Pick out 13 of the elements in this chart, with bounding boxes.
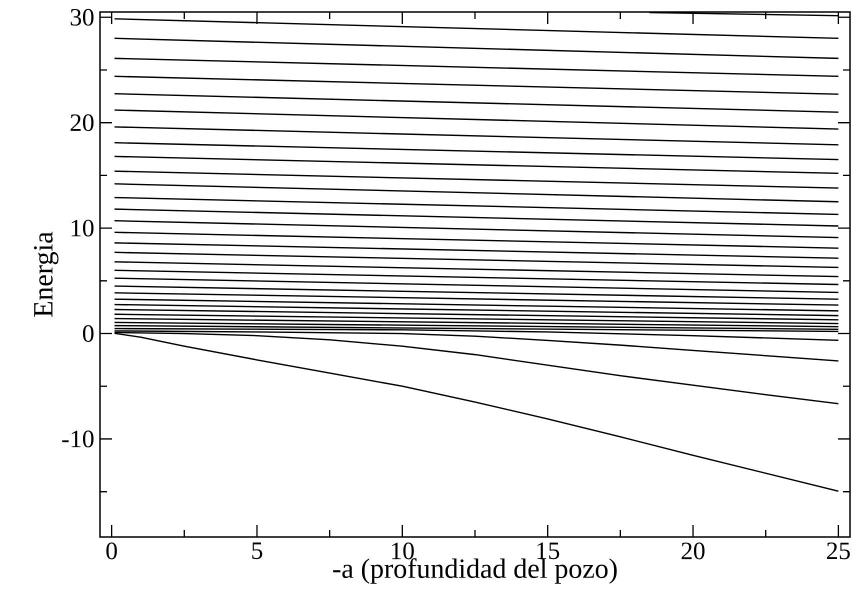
y-tick-label: 20 xyxy=(70,114,94,132)
y-tick-label: 10 xyxy=(72,220,94,237)
x-tick-label: 15 xyxy=(537,542,560,560)
x-tick-label: 25 xyxy=(827,542,850,560)
x-tick-label: 0 xyxy=(106,542,117,560)
y-tick-label: 0 xyxy=(82,325,94,342)
x-tick-label: 20 xyxy=(682,542,705,560)
x-axis-title: -a (profundidad del pozo) xyxy=(333,558,617,584)
x-tick-label: 5 xyxy=(252,542,262,560)
y-axis-title: Energia xyxy=(34,232,58,317)
y-tick-label: -10 xyxy=(62,430,94,448)
y-tick-label: 30 xyxy=(70,8,94,26)
x-tick-label: 10 xyxy=(392,542,414,560)
